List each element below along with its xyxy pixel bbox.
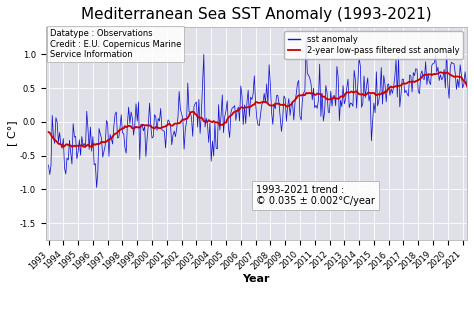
Title: Mediterranean Sea SST Anomaly (1993-2021): Mediterranean Sea SST Anomaly (1993-2021… (81, 7, 432, 22)
Text: Datatype : Observations
Credit : E.U. Copernicus Marine
Service Information: Datatype : Observations Credit : E.U. Co… (50, 29, 181, 59)
X-axis label: Year: Year (243, 274, 270, 284)
Y-axis label: [ C°]: [ C°] (7, 121, 17, 146)
Legend: sst anomaly, 2-year low-pass filtered sst anomaly: sst anomaly, 2-year low-pass filtered ss… (284, 32, 463, 58)
Text: 1993-2021 trend :
© 0.035 ± 0.002°C/year: 1993-2021 trend : © 0.035 ± 0.002°C/year (256, 185, 375, 206)
